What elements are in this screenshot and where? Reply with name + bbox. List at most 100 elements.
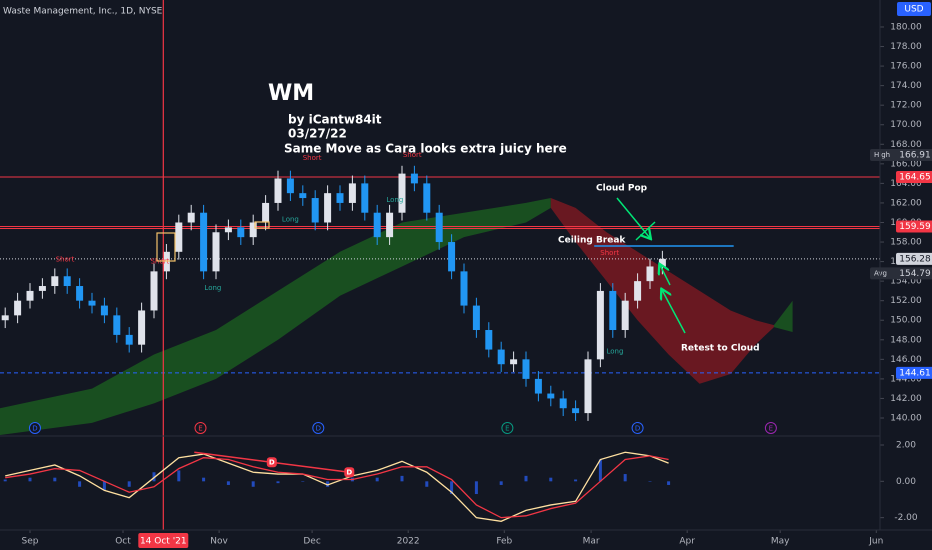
macd-histogram-bar — [425, 481, 429, 487]
candle-body — [448, 242, 456, 272]
y-tick-label: 176.00 — [890, 62, 922, 72]
y-tick-label: 144.00 — [890, 374, 922, 384]
x-tick-label: Oct — [115, 537, 131, 547]
event-marker — [631, 422, 644, 434]
level-label: 159.59 — [899, 222, 931, 232]
currency-label: USD — [904, 5, 923, 15]
event-label: D — [32, 425, 37, 433]
candle-body — [485, 330, 493, 350]
candle-body — [237, 227, 245, 238]
macd-histogram-bar — [301, 481, 305, 482]
candle-body — [634, 281, 642, 301]
candle-body — [336, 193, 344, 203]
signal-label: Short — [403, 151, 422, 159]
level-label: 156.28 — [899, 254, 931, 264]
candle-body — [410, 173, 418, 184]
arrow — [662, 290, 686, 334]
candle-body — [324, 193, 332, 223]
level-label-box — [896, 220, 932, 233]
candle-body — [510, 359, 518, 365]
candle-body — [38, 286, 46, 291]
candle-body — [522, 359, 530, 379]
macd-histogram-bar — [524, 475, 528, 482]
macd-y-tick-label: 0.00 — [896, 477, 916, 487]
x-tick-label: Mar — [583, 537, 600, 547]
x-tick-label: 2022 — [397, 537, 420, 547]
y-tick-label: 174.00 — [890, 81, 922, 91]
candle-body — [621, 300, 629, 331]
candle-body — [472, 305, 480, 331]
y-tick-label: 148.00 — [890, 335, 922, 345]
x-tick-label: Dec — [303, 537, 320, 547]
level-label-box — [896, 366, 932, 379]
y-tick-label: 140.00 — [890, 413, 922, 423]
candle-body — [584, 359, 592, 414]
y-tick-label: 142.00 — [890, 394, 922, 404]
candle-body — [224, 227, 232, 233]
axis-label-box — [870, 148, 932, 161]
macd-histogram-bar — [574, 479, 578, 482]
candle-body — [423, 183, 431, 213]
macd-histogram-bar — [667, 481, 671, 485]
y-tick-label: 180.00 — [890, 22, 922, 32]
candle-body — [547, 393, 555, 399]
candle-body — [348, 183, 356, 203]
cloud — [773, 300, 793, 332]
divergence-label: D — [346, 469, 352, 477]
y-tick-label: 170.00 — [890, 120, 922, 130]
event-label: D — [635, 425, 640, 433]
candle-body — [76, 286, 84, 301]
divergence-label: D — [269, 459, 275, 467]
candle-body — [88, 300, 96, 306]
candle-body — [497, 349, 505, 365]
candle-body — [361, 183, 369, 213]
divergence-marker — [266, 457, 277, 468]
x-tick-label: May — [771, 537, 790, 547]
y-tick-label: 154.00 — [890, 277, 922, 287]
candle-body — [572, 408, 580, 414]
macd-histogram-bar — [549, 477, 553, 482]
macd-histogram-bar — [28, 477, 32, 482]
y-tick-label: 166.00 — [890, 159, 922, 169]
candle-body — [51, 276, 59, 287]
candle-body — [534, 378, 542, 394]
macd-line — [5, 451, 669, 522]
y-tick-label: 146.00 — [890, 355, 922, 365]
candle-body — [1, 315, 9, 321]
symbol-header: Waste Management, Inc., 1D, NYSE — [3, 7, 163, 17]
macd-histogram-bar — [53, 477, 57, 482]
date-marker-label: 14 Oct '21 — [140, 537, 187, 547]
candle-body — [200, 212, 208, 272]
candle-body — [274, 178, 282, 203]
axis-label-value: 154.79 — [899, 269, 931, 279]
candle-body — [646, 266, 654, 282]
macd-histogram-bar — [623, 474, 627, 482]
event-label: E — [505, 425, 509, 433]
candle-body — [14, 300, 22, 316]
macd-histogram-bar — [276, 481, 280, 484]
candle-body — [596, 290, 604, 360]
candle-body — [286, 178, 294, 194]
arrow — [635, 221, 656, 241]
event-marker — [764, 422, 777, 434]
macd-histogram-bar — [648, 481, 652, 482]
annotation-cloud-pop: Cloud Pop — [596, 184, 648, 194]
candle-body — [212, 232, 220, 272]
y-tick-label: 168.00 — [890, 140, 922, 150]
currency-box — [897, 2, 931, 16]
macd-histogram-bar — [3, 479, 7, 482]
candle-body — [311, 198, 319, 223]
y-tick-label: 162.00 — [890, 198, 922, 208]
highlight-box — [254, 221, 270, 229]
signal-label: Short — [600, 249, 619, 257]
annotation-ceiling-break: Ceiling Break — [558, 236, 626, 246]
macd-histogram-bar — [202, 477, 206, 482]
y-tick-label: 152.00 — [890, 296, 922, 306]
candle-body — [299, 193, 307, 199]
signal-label: Short — [56, 256, 75, 264]
level-label-box — [896, 171, 932, 184]
y-tick-label: 172.00 — [890, 101, 922, 111]
candle-body — [138, 310, 146, 345]
candle-body — [262, 202, 270, 223]
